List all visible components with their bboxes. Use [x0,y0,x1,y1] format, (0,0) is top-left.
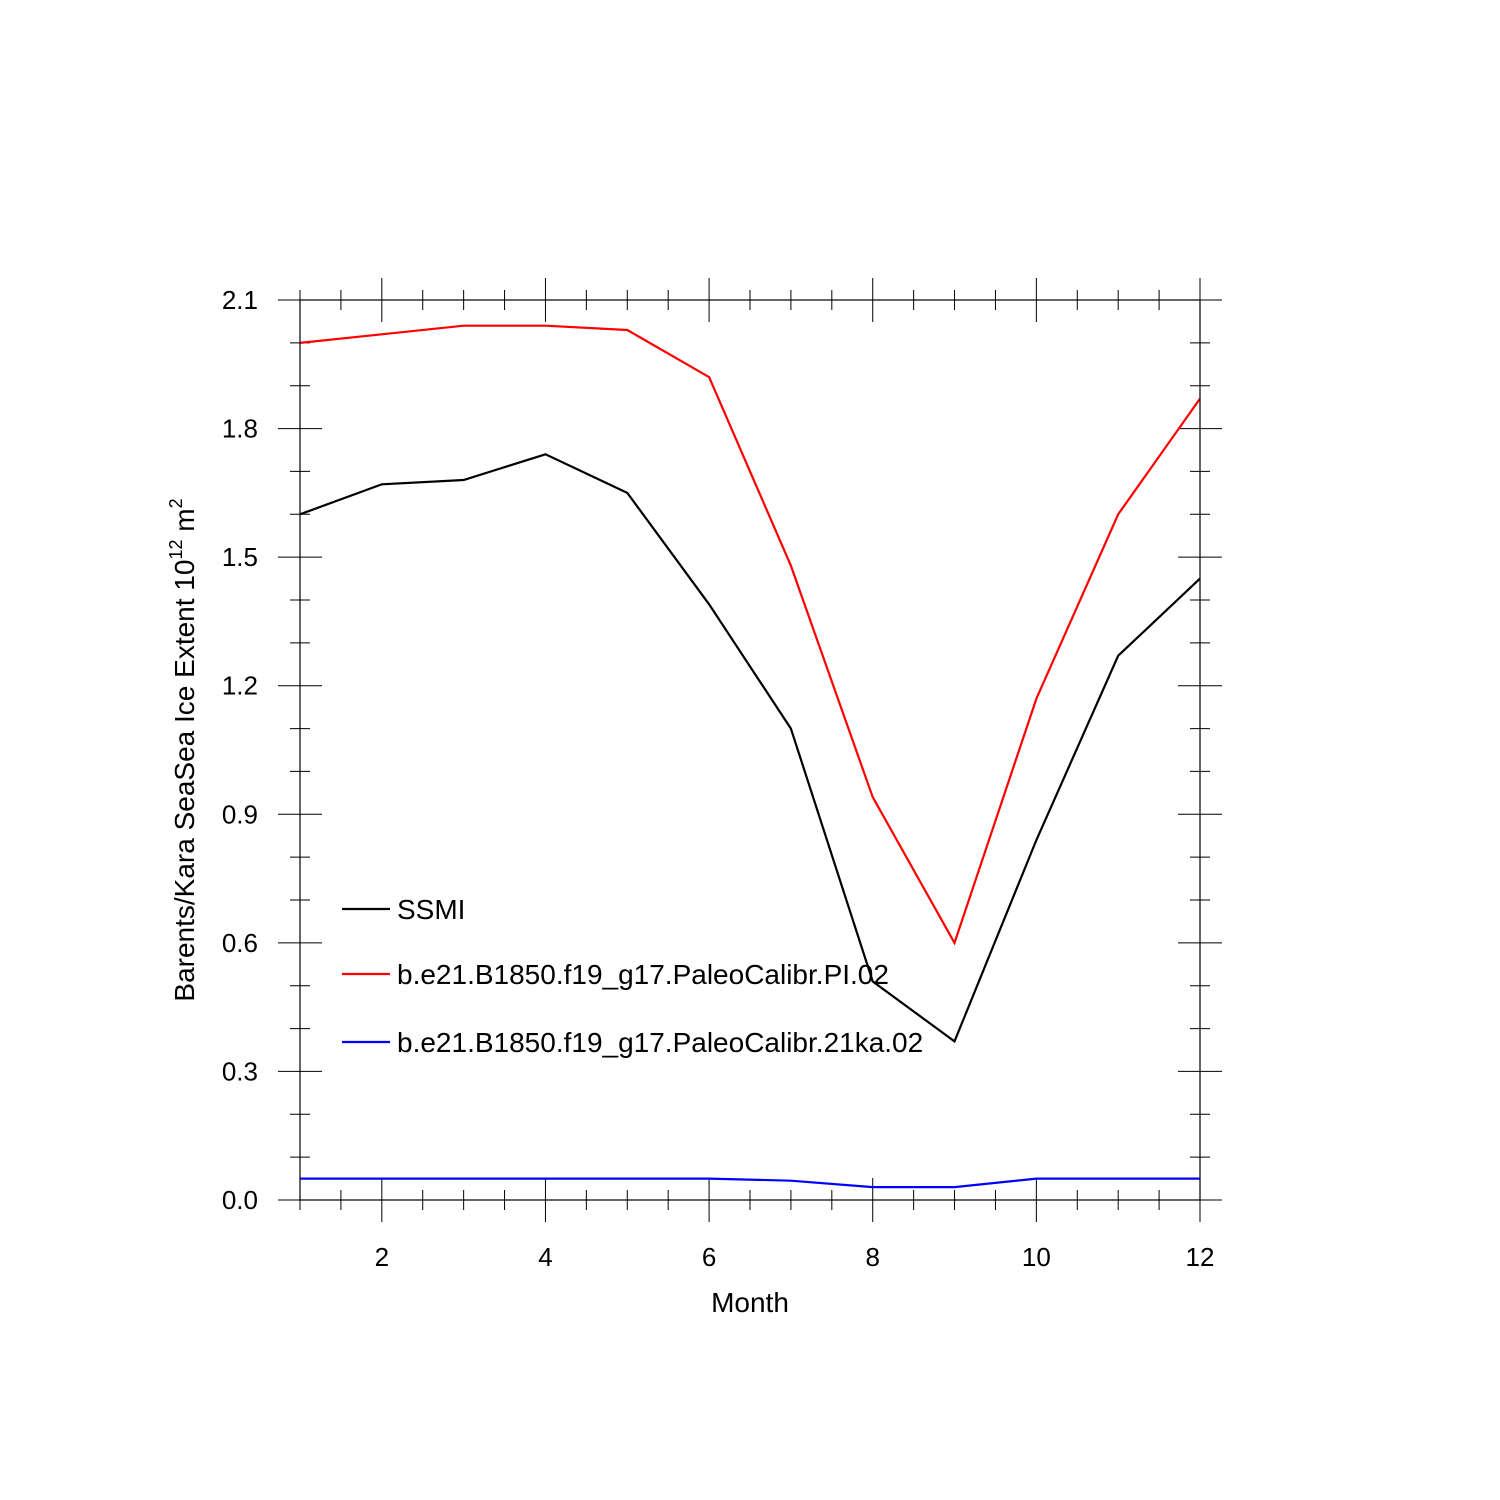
y-tick-label: 1.2 [222,671,258,701]
y-tick-label: 0.9 [222,799,258,829]
x-axis-title: Month [711,1287,789,1318]
x-tick-label: 10 [1022,1242,1051,1272]
series-line-1 [299,324,1201,946]
x-tick-labels: 2 4 6 8 10 12 [375,1242,1215,1272]
y-axis-title-exponent: 12 [166,540,186,560]
legend-label-0: SSMI [397,894,465,925]
plot-frame [299,299,1201,1201]
x-tick-label: 12 [1186,1242,1215,1272]
y-axis-title: Barents/Kara SeaSea Ice Extent 1012 m2 [166,498,200,1001]
x-tick-label: 8 [865,1242,879,1272]
legend-label-1: b.e21.B1850.f19_g17.PaleoCalibr.PI.02 [397,959,889,990]
x-tick-label: 2 [375,1242,389,1272]
y-tick-label: 0.0 [222,1185,258,1215]
y-axis-title-main: Barents/Kara SeaSea Ice Extent 10 [169,560,200,1002]
x-tick-label: 4 [538,1242,552,1272]
y-tick-labels: 0.0 0.3 0.6 0.9 1.2 1.5 1.8 2.1 [222,285,258,1215]
y-tick-label: 0.6 [222,928,258,958]
y-tick-label: 0.3 [222,1056,258,1086]
y-tick-label: 1.8 [222,414,258,444]
series-line-2 [300,1177,1200,1189]
y-axis-title-unit: m [169,508,200,539]
series-line-0 [299,453,1201,1044]
legend: SSMI b.e21.B1850.f19_g17.PaleoCalibr.PI.0… [342,894,923,1058]
series-lines [299,324,1201,1189]
legend-label-2: b.e21.B1850.f19_g17.PaleoCalibr.21ka.02 [397,1027,923,1058]
y-axis-title-unit-exponent: 2 [166,498,186,508]
y-tick-label: 2.1 [222,285,258,315]
x-tick-label: 6 [702,1242,716,1272]
y-tick-label: 1.5 [222,542,258,572]
